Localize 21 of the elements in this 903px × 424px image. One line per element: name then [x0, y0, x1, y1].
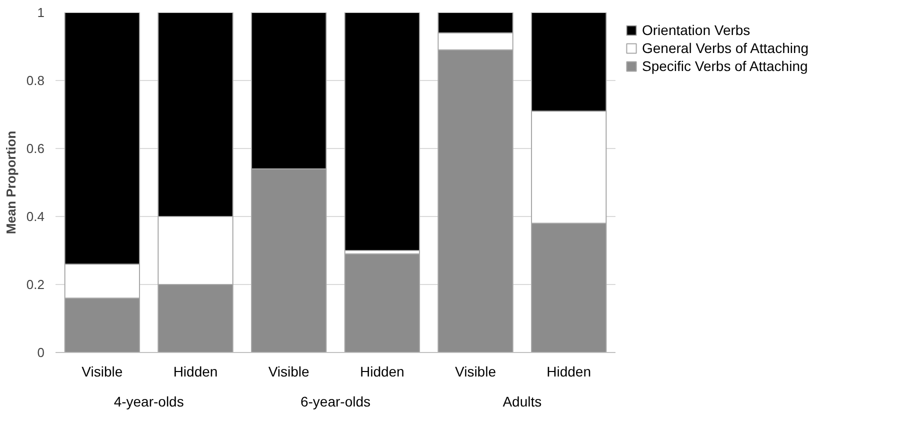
- y-tick-label: 0.8: [26, 73, 45, 88]
- legend-label: Orientation Verbs: [642, 22, 750, 38]
- bar: [344, 12, 420, 251]
- x-tick-label: Hidden: [546, 364, 592, 380]
- bar: [344, 253, 420, 352]
- text: 4-year-olds: [114, 394, 184, 410]
- x-tick-label: Visible: [268, 364, 310, 380]
- x-tick-label: Visible: [82, 364, 123, 380]
- y-tick-label: 1: [37, 5, 45, 20]
- text: Adults: [502, 394, 542, 410]
- y-axis-title: Mean Proportion: [3, 130, 18, 234]
- x-tick-label: Hidden: [360, 364, 404, 380]
- x-tick-label: Hidden: [173, 364, 218, 380]
- y-tick-label: 0.6: [26, 141, 45, 156]
- y-tick-label: 0: [37, 345, 45, 360]
- legend-label: General Verbs of Attaching: [642, 40, 809, 56]
- y-tick-label: 0.2: [26, 277, 45, 292]
- x-tick-label: Visible: [455, 364, 496, 380]
- y-tick-label: 0.4: [26, 209, 45, 224]
- legend-label: Specific Verbs of Attaching: [642, 58, 808, 74]
- text: 6-year-olds: [300, 394, 371, 410]
